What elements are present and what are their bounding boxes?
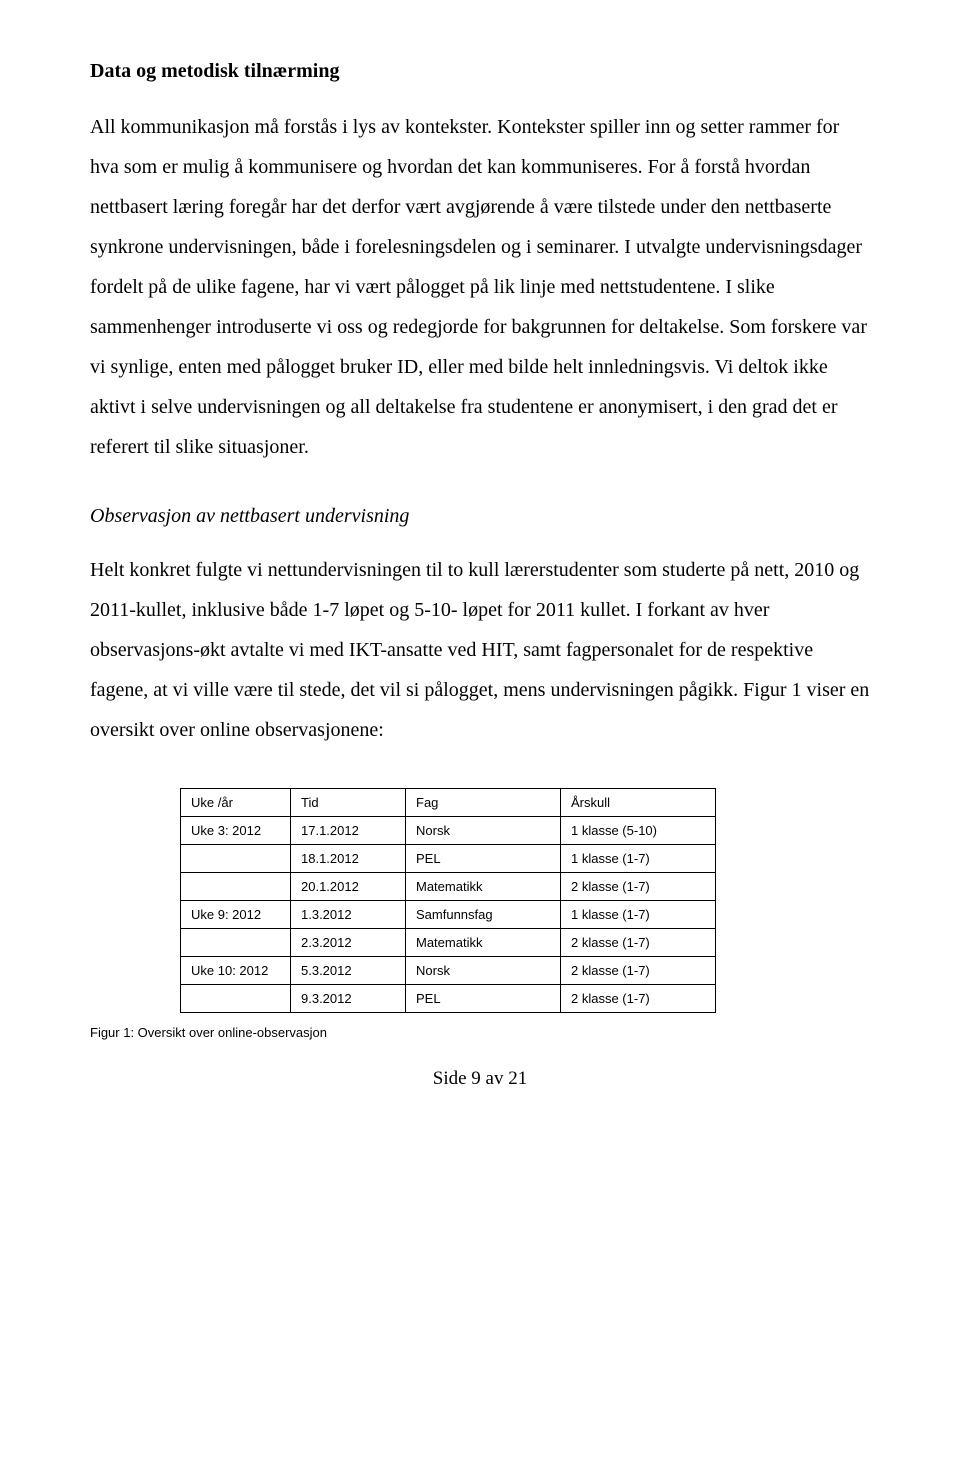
- table-header-cell: Uke /år: [181, 789, 291, 817]
- table-cell: Uke 3: 2012: [181, 817, 291, 845]
- table-cell: 2 klasse (1-7): [561, 929, 716, 957]
- table-row: 9.3.2012 PEL 2 klasse (1-7): [181, 985, 716, 1013]
- table-cell: Uke 9: 2012: [181, 901, 291, 929]
- table-header-cell: Fag: [406, 789, 561, 817]
- figure-caption: Figur 1: Oversikt over online-observasjo…: [90, 1025, 870, 1040]
- table-header-row: Uke /år Tid Fag Årskull: [181, 789, 716, 817]
- table-row: Uke 10: 2012 5.3.2012 Norsk 2 klasse (1-…: [181, 957, 716, 985]
- table-cell: 5.3.2012: [291, 957, 406, 985]
- table-cell: Matematikk: [406, 873, 561, 901]
- section-heading: Data og metodisk tilnærming: [90, 60, 870, 83]
- table-cell: 1 klasse (1-7): [561, 845, 716, 873]
- table-cell: 2 klasse (1-7): [561, 957, 716, 985]
- table-row: Uke 3: 2012 17.1.2012 Norsk 1 klasse (5-…: [181, 817, 716, 845]
- observation-table: Uke /år Tid Fag Årskull Uke 3: 2012 17.1…: [180, 788, 716, 1013]
- table-cell: 1 klasse (1-7): [561, 901, 716, 929]
- page-footer: Side 9 av 21: [90, 1068, 870, 1090]
- subsection-heading: Observasjon av nettbasert undervisning: [90, 505, 870, 528]
- table-row: 20.1.2012 Matematikk 2 klasse (1-7): [181, 873, 716, 901]
- table-cell: [181, 929, 291, 957]
- table-cell: 1.3.2012: [291, 901, 406, 929]
- table-cell: Uke 10: 2012: [181, 957, 291, 985]
- table-cell: 17.1.2012: [291, 817, 406, 845]
- table-cell: Matematikk: [406, 929, 561, 957]
- table-cell: [181, 845, 291, 873]
- observation-table-wrap: Uke /år Tid Fag Årskull Uke 3: 2012 17.1…: [90, 788, 870, 1013]
- table-cell: PEL: [406, 845, 561, 873]
- table-row: 2.3.2012 Matematikk 2 klasse (1-7): [181, 929, 716, 957]
- table-cell: 2.3.2012: [291, 929, 406, 957]
- table-cell: PEL: [406, 985, 561, 1013]
- table-cell: [181, 873, 291, 901]
- table-cell: 18.1.2012: [291, 845, 406, 873]
- table-row: 18.1.2012 PEL 1 klasse (1-7): [181, 845, 716, 873]
- table-header-cell: Årskull: [561, 789, 716, 817]
- table-cell: 1 klasse (5-10): [561, 817, 716, 845]
- table-row: Uke 9: 2012 1.3.2012 Samfunnsfag 1 klass…: [181, 901, 716, 929]
- table-cell: 2 klasse (1-7): [561, 873, 716, 901]
- table-cell: Norsk: [406, 817, 561, 845]
- table-cell: 2 klasse (1-7): [561, 985, 716, 1013]
- table-cell: [181, 985, 291, 1013]
- paragraph-2: Helt konkret fulgte vi nettundervisninge…: [90, 550, 870, 750]
- table-cell: 20.1.2012: [291, 873, 406, 901]
- table-cell: Samfunnsfag: [406, 901, 561, 929]
- table-cell: Norsk: [406, 957, 561, 985]
- paragraph-1: All kommunikasjon må forstås i lys av ko…: [90, 107, 870, 467]
- table-cell: 9.3.2012: [291, 985, 406, 1013]
- table-header-cell: Tid: [291, 789, 406, 817]
